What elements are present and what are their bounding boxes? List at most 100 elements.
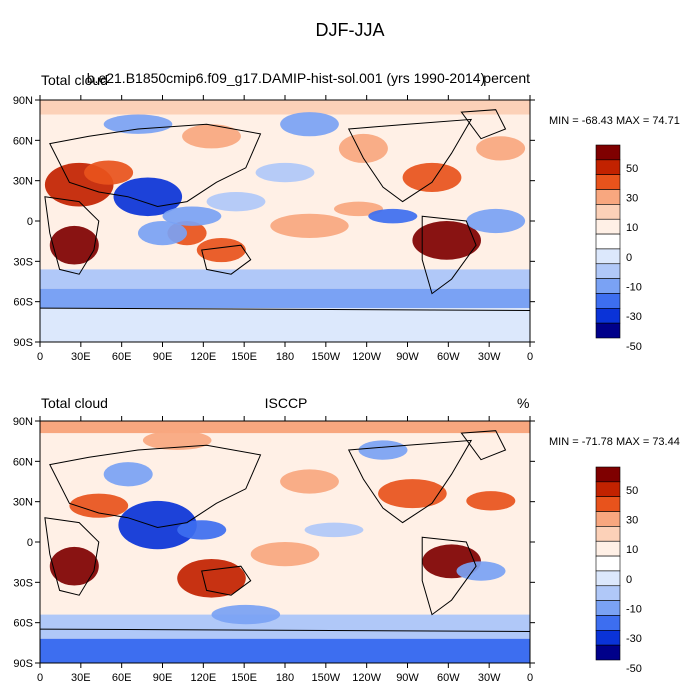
x-tick-label: 30E [71, 351, 91, 363]
colorbar-label: -50 [626, 663, 642, 675]
cloud-anomaly-patch [113, 177, 183, 217]
y-tick-label: 0 [27, 537, 33, 549]
cloud-anomaly-patch [211, 604, 281, 625]
x-tick-label: 0 [37, 351, 43, 363]
colorbar-swatch [595, 322, 621, 339]
y-tick-label: 60S [13, 297, 33, 309]
x-tick-label: 90E [153, 672, 173, 684]
colorbar-label: 0 [626, 252, 632, 264]
cloud-anomaly-patch [402, 162, 462, 192]
cloud-anomaly-patch [206, 191, 266, 212]
cloud-anomaly-patch [138, 221, 187, 246]
panel1-center-label: b.e21.B1850cmip6.f09_g17.DAMIP-hist-sol.… [86, 70, 486, 86]
coastline [201, 244, 252, 275]
colorbar-label: 10 [626, 544, 638, 556]
colorbar-label: 0 [626, 574, 632, 586]
colorbar-label: 10 [626, 222, 638, 234]
cloud-anomaly-patch [250, 542, 320, 567]
x-tick-label: 30W [478, 351, 501, 363]
x-tick-label: 120E [190, 351, 216, 363]
colorbar-swatch [595, 600, 621, 616]
coastline [40, 628, 530, 632]
colorbar-swatch [595, 585, 621, 601]
colorbar-label: -50 [626, 341, 642, 353]
colorbar-swatch [595, 248, 621, 265]
colorbar-swatch [595, 218, 621, 235]
x-tick-label: 60E [112, 351, 132, 363]
band-arctic [40, 421, 530, 434]
coastline [49, 123, 262, 208]
colorbar-swatch [595, 511, 621, 527]
x-tick-label: 180 [276, 672, 294, 684]
y-tick-label: 90N [13, 416, 33, 428]
coastline [460, 430, 507, 461]
cloud-anomaly-patch [49, 225, 99, 265]
x-tick-label: 150W [311, 672, 340, 684]
colorbar-label: 30 [626, 192, 638, 204]
cloud-anomaly-patch [49, 546, 99, 586]
map-panel-2: 0 30E 60E 90E 120E 150E 180 150W 120W 90W 60W 30W 09… [13, 416, 642, 684]
coastline [44, 517, 100, 596]
colorbar-swatch [595, 233, 621, 250]
y-tick-label: 60N [13, 135, 33, 147]
cloud-anomaly-patch [368, 208, 418, 224]
colorbar-swatch [595, 644, 621, 661]
x-tick-label: 30E [71, 672, 91, 684]
colorbar-swatch [595, 189, 621, 205]
cloud-anomaly-patch [177, 520, 227, 540]
x-tick-label: 0 [527, 672, 533, 684]
x-tick-label: 90W [396, 672, 419, 684]
x-tick-label: 120W [352, 351, 381, 363]
x-tick-label: 0 [527, 351, 533, 363]
coastline [49, 444, 262, 529]
coastline [421, 536, 477, 616]
colorbar-swatch [595, 615, 621, 631]
panel1-minmax: MIN = -68.43 MAX = 74.71 [549, 115, 680, 127]
colorbar-swatch [595, 278, 621, 294]
x-tick-label: 60W [437, 672, 460, 684]
cloud-anomaly-patch [334, 201, 383, 217]
y-tick-label: 30S [13, 256, 33, 268]
x-tick-label: 120W [352, 672, 381, 684]
x-tick-label: 150E [231, 351, 257, 363]
cloud-anomaly-patch [118, 500, 197, 550]
cloud-anomaly-patch [280, 469, 339, 494]
cloud-anomaly-patch [69, 493, 129, 518]
cloud-anomaly-patch [182, 124, 241, 149]
coastline [460, 109, 507, 140]
cloud-anomaly-patch [358, 440, 408, 460]
panel1-left-label: Total cloud [41, 72, 108, 88]
panel2-right-label: % [517, 395, 530, 411]
cloud-field-1 [40, 100, 530, 342]
colorbar-swatch [595, 630, 621, 646]
colorbar-swatch [595, 159, 621, 175]
colorbar-swatch [595, 540, 621, 557]
band-southern-1 [40, 614, 530, 639]
colorbar-label: 50 [626, 485, 638, 497]
y-tick-label: 30N [13, 176, 33, 188]
cloud-anomaly-patch [103, 114, 173, 134]
cloud-anomaly-patch [103, 462, 153, 487]
cloud-anomaly-patch [84, 160, 134, 185]
colorbar-label: -10 [626, 604, 642, 616]
cloud-anomaly-patch [412, 221, 482, 260]
colorbar-label: 30 [626, 514, 638, 526]
x-tick-label: 0 [37, 672, 43, 684]
x-tick-label: 60E [112, 672, 132, 684]
cloud-anomaly-patch [177, 558, 246, 598]
coastline [347, 118, 473, 203]
cloud-anomaly-patch [338, 133, 388, 163]
cloud-anomaly-patch [255, 162, 315, 183]
colorbar-swatch [595, 308, 621, 324]
coastline [201, 565, 252, 596]
y-tick-label: 60N [13, 456, 33, 468]
band-antarctic [40, 638, 530, 663]
colorbar-2: 50 30 10 0 -10 -30 -50 [595, 466, 642, 675]
x-tick-label: 180 [276, 351, 294, 363]
x-tick-label: 150E [231, 672, 257, 684]
colorbar-swatch [595, 526, 621, 542]
cloud-anomaly-patch [476, 136, 526, 161]
x-tick-label: 90W [396, 351, 419, 363]
cloud-field-2 [40, 421, 530, 663]
